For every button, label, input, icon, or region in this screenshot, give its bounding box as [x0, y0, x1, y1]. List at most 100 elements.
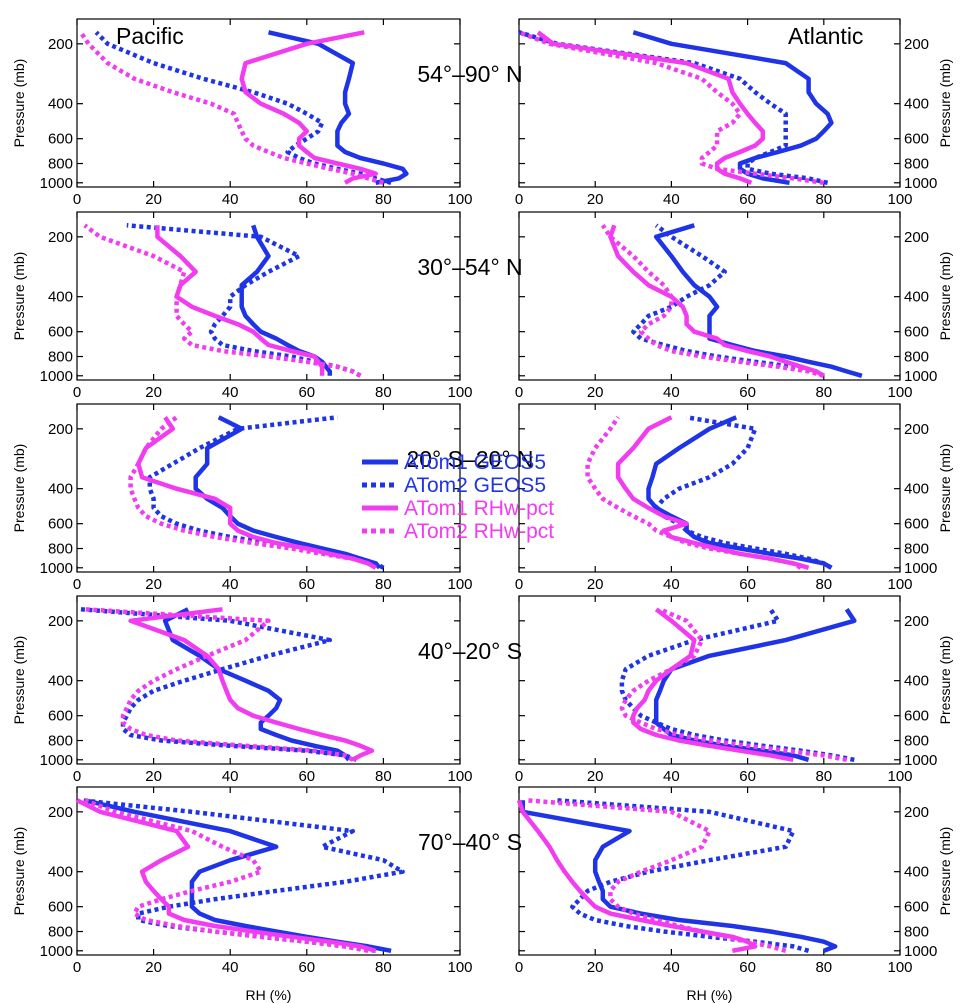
- y-tick-label: 600: [48, 708, 73, 725]
- x-tick-label: 40: [222, 384, 239, 401]
- y-tick-label: 400: [904, 289, 929, 306]
- series-line-rhw-dotted: [84, 607, 354, 762]
- panel-atlantic-row-2: 0 20 40 60 80 100 200 400 600 800 1000 Pressure (mb…: [515, 403, 953, 593]
- y-tick-label: 600: [904, 708, 929, 725]
- panel-pacific-row-3: 0 20 40 60 80 100 200 400 600 800 1000 Pressure (mb…: [11, 595, 473, 785]
- y-axis-label: Pressure (mb): [11, 636, 27, 725]
- y-axis-label: Pressure (mb): [11, 59, 27, 148]
- panel-pacific-row-0: 0 20 40 60 80 100 200 400 600 800 1000 Pressure (mb…: [11, 18, 473, 208]
- y-tick-label: 400: [48, 673, 73, 690]
- y-tick-label: 800: [904, 349, 929, 366]
- series-line-geos5-dotted: [518, 30, 829, 185]
- region-label: 30°–54° N: [417, 254, 522, 280]
- y-axis-label: Pressure (mb): [937, 636, 953, 725]
- y-tick-label: 1000: [40, 368, 73, 385]
- y-tick-label: 200: [48, 36, 73, 53]
- x-tick-label: 100: [447, 576, 472, 593]
- series-line-rhw-dotted: [83, 798, 369, 954]
- panel-atlantic-row-4: 0 20 40 60 80 100 200 400 600 800 1000 Pressure (mb…: [515, 786, 953, 976]
- y-tick-label: 600: [904, 324, 929, 341]
- series-line-rhw-solid: [516, 799, 758, 954]
- panel-atlantic-row-1: 0 20 40 60 80 100 200 400 600 800 1000 Pressure (mb…: [515, 211, 953, 401]
- legend-label: ATom2 RHw-pct: [404, 520, 554, 543]
- x-tick-label: 60: [298, 959, 315, 976]
- y-tick-label: 200: [48, 804, 73, 821]
- series-line-geos5-dotted: [653, 415, 833, 570]
- series-line-geos5-solid: [520, 800, 838, 953]
- y-tick-label: 1000: [904, 560, 937, 577]
- x-tick-label: 80: [375, 191, 392, 208]
- region-label: 40°–20° S: [418, 638, 522, 664]
- y-tick-label: 600: [48, 516, 73, 533]
- x-tick-label: 60: [298, 576, 315, 593]
- series-line-geos5-dotted: [556, 798, 810, 953]
- series-line-rhw-dotted: [585, 416, 803, 570]
- y-tick-label: 1000: [904, 752, 937, 769]
- x-tick-label: 0: [515, 959, 523, 976]
- y-tick-label: 800: [48, 156, 73, 173]
- y-tick-label: 600: [904, 131, 929, 148]
- x-tick-label: 80: [375, 576, 392, 593]
- x-tick-label: 80: [375, 384, 392, 401]
- axes-frame: [76, 595, 461, 765]
- x-tick-label: 40: [663, 576, 680, 593]
- series-line-rhw-solid: [75, 798, 377, 953]
- y-axis-label: Pressure (mb): [11, 827, 27, 916]
- x-tick-label: 100: [887, 191, 912, 208]
- x-tick-label: 20: [587, 191, 604, 208]
- y-tick-label: 400: [48, 864, 73, 881]
- x-tick-label: 0: [515, 768, 523, 785]
- y-tick-label: 800: [48, 349, 73, 366]
- series-line-rhw-dotted: [128, 415, 377, 570]
- y-tick-label: 600: [48, 899, 73, 916]
- y-tick-label: 1000: [40, 560, 73, 577]
- y-axis-label: Pressure (mb): [937, 444, 953, 533]
- panel-pacific-row-4: 0 20 40 60 80 100 200 400 600 800 1000 Pressure (mb…: [11, 786, 473, 976]
- series-line-geos5-solid: [162, 607, 351, 762]
- y-tick-label: 1000: [40, 752, 73, 769]
- y-tick-label: 800: [904, 541, 929, 558]
- series-line-rhw-solid: [155, 225, 325, 376]
- x-tick-label: 0: [515, 384, 523, 401]
- series-line-rhw-solid: [631, 607, 794, 763]
- axes-frame: [518, 403, 901, 573]
- series-line-rhw-dotted: [518, 30, 825, 186]
- axes-frame: [518, 786, 901, 956]
- y-tick-label: 400: [904, 481, 929, 498]
- y-tick-label: 800: [48, 733, 73, 750]
- region-label: 54°–90° N: [417, 61, 522, 87]
- y-tick-label: 200: [904, 421, 929, 438]
- y-tick-label: 600: [904, 899, 929, 916]
- series-line-rhw-dotted: [619, 607, 848, 763]
- series-line-geos5-dotted: [147, 415, 385, 570]
- series-line-rhw-solid: [128, 607, 375, 762]
- y-tick-label: 1000: [40, 175, 73, 192]
- y-axis-label: Pressure (mb): [11, 252, 27, 341]
- x-tick-label: 0: [73, 576, 81, 593]
- x-tick-label: 40: [663, 959, 680, 976]
- series-line-rhw-dotted: [78, 31, 385, 185]
- y-tick-label: 200: [904, 229, 929, 246]
- x-tick-label: 60: [298, 191, 315, 208]
- x-tick-label: 100: [887, 959, 912, 976]
- x-tick-label: 100: [447, 191, 472, 208]
- x-tick-label: 80: [815, 768, 832, 785]
- y-tick-label: 200: [48, 229, 73, 246]
- series-line-geos5-solid: [267, 30, 409, 186]
- x-tick-label: 20: [145, 384, 162, 401]
- region-label: 20° S–20° N: [406, 446, 533, 472]
- y-tick-label: 800: [48, 541, 73, 558]
- x-tick-label: 100: [447, 959, 472, 976]
- axes-frame: [76, 18, 461, 188]
- x-tick-label: 40: [222, 959, 239, 976]
- x-tick-label: 100: [447, 768, 472, 785]
- series-line-rhw-dotted: [83, 223, 362, 378]
- y-tick-label: 400: [48, 96, 73, 113]
- x-tick-label: 100: [887, 576, 912, 593]
- x-tick-label: 60: [298, 768, 315, 785]
- x-tick-label: 20: [587, 959, 604, 976]
- x-tick-label: 60: [739, 959, 756, 976]
- y-tick-label: 400: [904, 864, 929, 881]
- x-tick-label: 40: [222, 576, 239, 593]
